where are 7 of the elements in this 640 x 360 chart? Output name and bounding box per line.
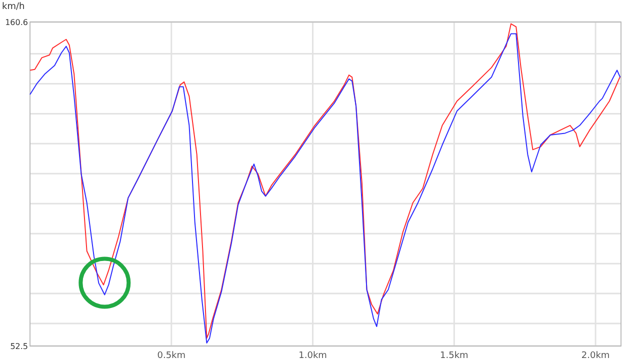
x-tick-label: 0.5km bbox=[157, 351, 186, 360]
y-tick-label: 160.6 bbox=[5, 18, 28, 27]
y-axis-title: km/h bbox=[2, 2, 25, 12]
x-tick-label: 1.5km bbox=[440, 351, 468, 360]
y-tick-label: 52.5 bbox=[10, 342, 28, 351]
x-tick-label: 1.0km bbox=[298, 351, 327, 360]
x-tick-label: 2.0km bbox=[581, 351, 610, 360]
